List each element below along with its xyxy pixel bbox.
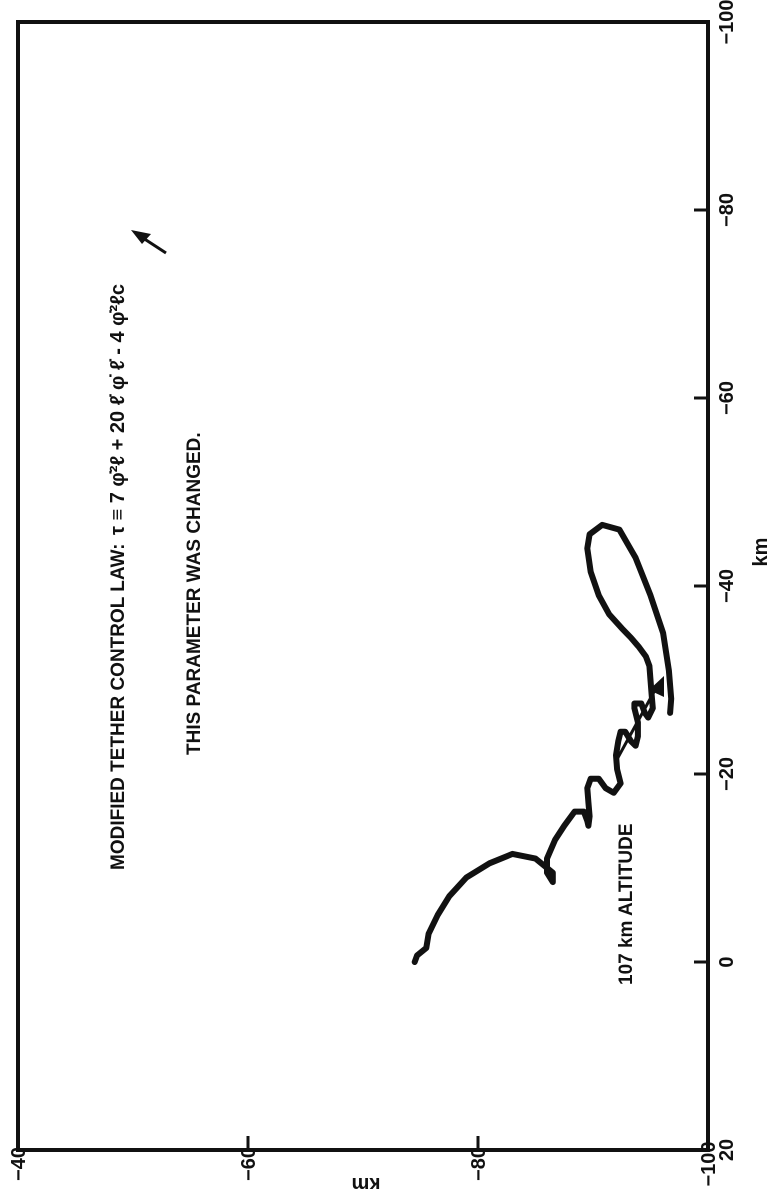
control-law-label: MODIFIED TETHER CONTROL LAW: xyxy=(108,543,129,870)
y-tick-label: −40 xyxy=(8,1147,30,1181)
axis-tick-labels: 20 0 −20 −40 −60 −80 −100 −40 −60 −80 −100 xyxy=(8,0,738,1187)
x-tick-label: 0 xyxy=(716,956,738,967)
altitude-note: 107 km ALTITUDE xyxy=(616,823,637,985)
y-tick-label: −100 xyxy=(698,1141,720,1186)
trajectory-line xyxy=(411,521,675,965)
parameter-arrowhead xyxy=(131,230,151,244)
x-tick-label: −20 xyxy=(716,757,738,791)
x-tick-label: −60 xyxy=(716,381,738,415)
y-tick-label: −80 xyxy=(468,1147,490,1181)
x-tick-label: −100 xyxy=(716,0,738,45)
x-axis-label: km xyxy=(750,538,772,567)
control-law-equation: τ ≡ 7 φ̇²ℓ + 20 ℓ̇ φ̇ ℓ̇ - 4 φ̇²ℓc xyxy=(107,284,129,535)
y-tick-label: −60 xyxy=(238,1147,260,1181)
axis-ticks xyxy=(16,20,710,1152)
y-axis-label: km xyxy=(352,1173,381,1189)
x-tick-label: −40 xyxy=(716,569,738,603)
parameter-note: THIS PARAMETER WAS CHANGED. xyxy=(184,432,205,755)
altitude-arrow xyxy=(613,689,657,764)
x-tick-label: −80 xyxy=(716,193,738,227)
x-tick-label: 20 xyxy=(716,1139,738,1161)
altitude-arrowhead xyxy=(649,676,664,697)
parameter-arrow xyxy=(142,236,167,255)
